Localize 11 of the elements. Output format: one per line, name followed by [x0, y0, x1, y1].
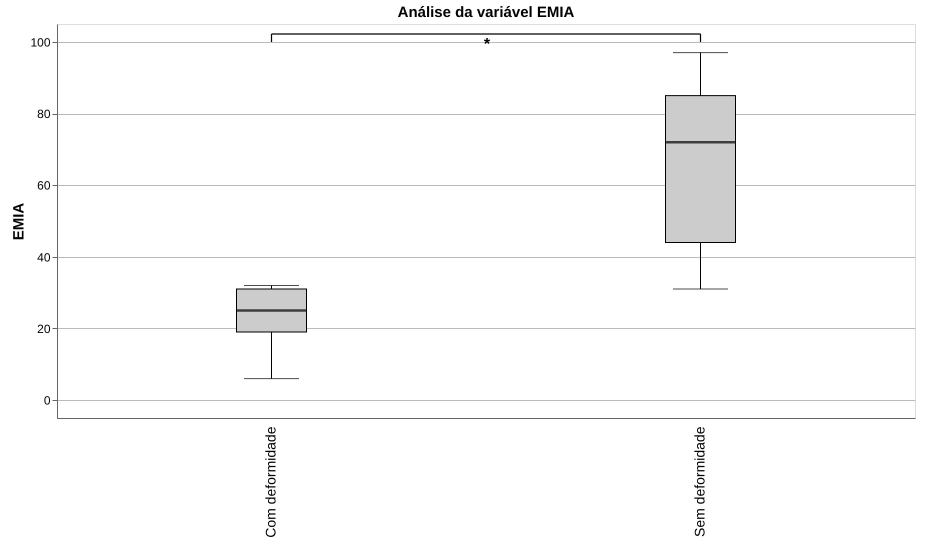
annotation: *: [484, 36, 491, 53]
x-tick-label: Sem deformidade: [692, 426, 708, 538]
y-tick-label: 80: [37, 107, 51, 122]
y-tick-label: 40: [37, 250, 51, 264]
y-tick-label: 100: [30, 35, 51, 50]
y-tick-label: 60: [37, 178, 51, 193]
y-tick-label: 0: [44, 394, 51, 408]
x-tick-label: Com deformidade: [262, 426, 278, 538]
y-tick-label: 20: [37, 322, 51, 336]
chart-title: Análise da variável EMIA: [398, 4, 575, 21]
y-axis-title: EMIA: [10, 202, 28, 240]
